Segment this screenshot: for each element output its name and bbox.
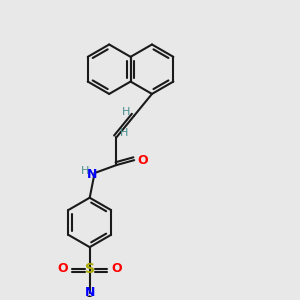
Text: S: S: [85, 262, 95, 276]
Text: O: O: [58, 262, 68, 275]
Text: N: N: [86, 169, 97, 182]
Text: O: O: [111, 262, 122, 275]
Text: O: O: [138, 154, 148, 167]
Text: H: H: [81, 166, 89, 176]
Text: N: N: [85, 286, 95, 299]
Text: H: H: [122, 107, 130, 117]
Text: H: H: [120, 128, 128, 139]
